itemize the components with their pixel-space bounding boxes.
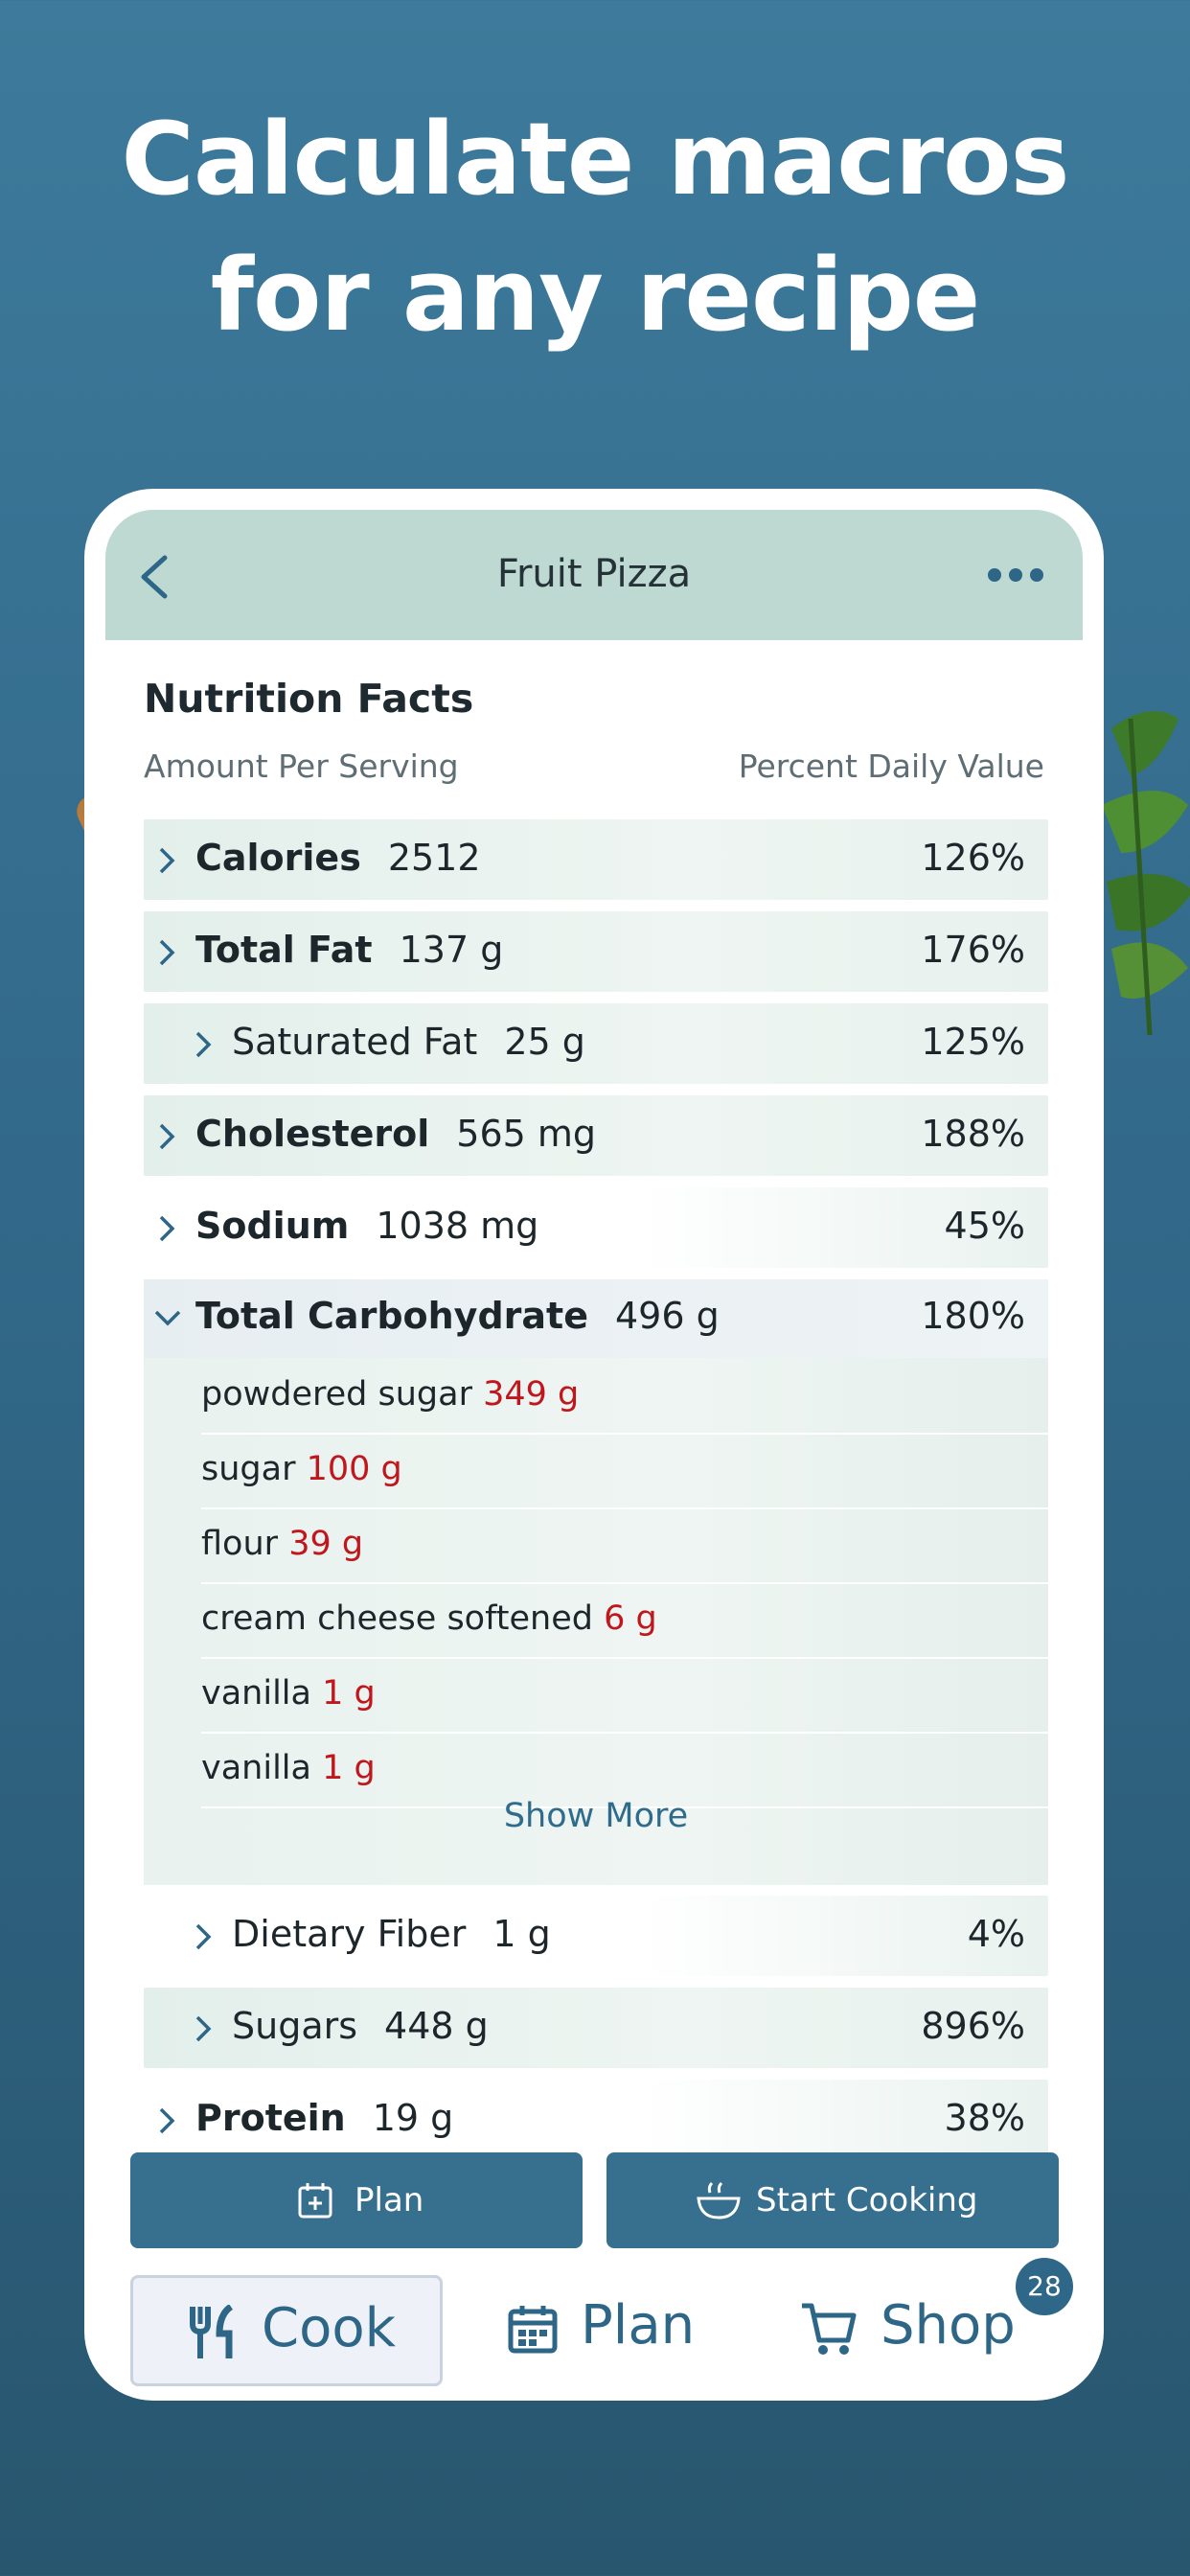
shopping-cart-icon — [802, 2303, 857, 2355]
chevron-right-icon — [159, 939, 175, 966]
chevron-right-icon — [159, 847, 175, 874]
nutrient-percent: 45% — [944, 1205, 1025, 1247]
nutrient-value: 1 g — [492, 1913, 551, 1955]
plan-button-label: Plan — [355, 2181, 424, 2220]
nutrient-value: 448 g — [384, 2005, 489, 2047]
start-cooking-button-label: Start Cooking — [756, 2181, 978, 2220]
chevron-right-icon — [195, 2015, 212, 2042]
ingredient-amount: 349 g — [483, 1375, 580, 1414]
nutrient-name: Sodium — [195, 1205, 350, 1247]
nutrient-percent: 126% — [921, 837, 1025, 879]
fork-knife-icon — [190, 2305, 234, 2358]
nutrient-percent: 180% — [921, 1295, 1025, 1337]
chevron-right-icon — [159, 1123, 175, 1150]
nutrient-value: 496 g — [614, 1295, 720, 1337]
headline-line-1: Calculate macros — [121, 101, 1070, 218]
nutrient-row-calories[interactable]: Calories 2512 126% — [144, 819, 1048, 900]
tab-cook-label: Cook — [262, 2297, 397, 2359]
phone-screen: Fruit Pizza Nutrition Facts Amount Per S… — [84, 489, 1104, 2401]
ingredient-name: vanilla — [201, 1674, 311, 1713]
recipe-title: Fruit Pizza — [496, 552, 692, 596]
nutrient-row-sugars[interactable]: Sugars 448 g 896% — [144, 1988, 1048, 2068]
nutrient-name: Total Carbohydrate — [195, 1295, 588, 1337]
chevron-right-icon — [195, 1923, 212, 1950]
ingredient-name: powdered sugar — [201, 1375, 472, 1414]
nutrient-row-cholesterol[interactable]: Cholesterol 565 mg 188% — [144, 1095, 1048, 1176]
nutrition-facts-title: Nutrition Facts — [144, 676, 474, 722]
nutrient-row-sodium[interactable]: Sodium 1038 mg 45% — [144, 1187, 1048, 1268]
chevron-right-icon — [159, 2107, 175, 2134]
ingredient-name: sugar — [201, 1450, 296, 1488]
carbohydrate-breakdown: Total Carbohydrate 496 g 180% powdered su… — [144, 1279, 1048, 1885]
nutrient-percent: 4% — [967, 1913, 1025, 1955]
nutrient-percent: 38% — [944, 2097, 1025, 2139]
tab-plan-label: Plan — [581, 2294, 696, 2357]
ingredient-amount: 100 g — [306, 1450, 402, 1488]
ingredient-amount: 6 g — [604, 1599, 657, 1638]
nutrient-percent: 896% — [921, 2005, 1025, 2047]
nutrient-name: Cholesterol — [195, 1113, 430, 1155]
nutrient-value: 2512 — [387, 837, 481, 879]
cooking-pot-icon — [697, 2181, 741, 2220]
nutrient-value: 25 g — [504, 1021, 585, 1063]
nutrient-name: Sugars — [232, 2005, 358, 2047]
nutrient-name: Saturated Fat — [232, 1021, 478, 1063]
promo-headline: Calculate macros for any recipe — [0, 91, 1190, 363]
plan-button[interactable]: Plan — [130, 2152, 583, 2248]
calendar-icon — [508, 2306, 558, 2354]
recipe-navbar: Fruit Pizza — [105, 510, 1083, 640]
ingredient-name: flour — [201, 1525, 279, 1563]
nutrient-row-protein[interactable]: Protein 19 g 38% — [144, 2080, 1048, 2160]
show-more-link[interactable]: Show More — [503, 1797, 689, 1835]
tab-plan[interactable]: Plan — [508, 2275, 747, 2380]
calendar-add-icon — [298, 2183, 332, 2219]
tab-shop[interactable]: Shop — [800, 2275, 1030, 2380]
nutrient-row-dietary-fiber[interactable]: Dietary Fiber 1 g 4% — [144, 1896, 1048, 1976]
ingredient-amount: 1 g — [322, 1674, 376, 1713]
more-options-icon[interactable] — [987, 565, 1044, 585]
amount-per-serving-label: Amount Per Serving — [144, 748, 459, 785]
tab-shop-label: Shop — [881, 2294, 1016, 2357]
headline-line-2: for any recipe — [210, 237, 981, 354]
nutrient-row-total-fat[interactable]: Total Fat 137 g 176% — [144, 911, 1048, 992]
nutrient-name: Protein — [195, 2097, 346, 2139]
percent-daily-value-label: Percent Daily Value — [738, 748, 1044, 785]
ingredient-amount: 1 g — [322, 1749, 376, 1787]
shop-count-badge: 28 — [1016, 2258, 1073, 2315]
ingredient-row: cream cheese softened 6 g — [201, 1582, 1048, 1659]
herb-decoration — [1102, 711, 1190, 1036]
tab-cook[interactable]: Cook — [130, 2275, 443, 2386]
nutrient-value: 565 mg — [456, 1113, 597, 1155]
ingredient-row: flour 39 g — [201, 1507, 1048, 1584]
chevron-right-icon — [195, 1031, 212, 1058]
nutrient-percent: 176% — [921, 929, 1025, 971]
nutrient-row-saturated-fat[interactable]: Saturated Fat 25 g 125% — [144, 1003, 1048, 1084]
nutrient-name: Calories — [195, 837, 361, 879]
nutrient-percent: 125% — [921, 1021, 1025, 1063]
nutrient-value: 19 g — [372, 2097, 454, 2139]
ingredient-row: powdered sugar 349 g — [201, 1358, 1048, 1435]
ingredient-row: vanilla 1 g — [201, 1732, 1048, 1808]
nutrient-name: Dietary Fiber — [232, 1913, 467, 1955]
back-chevron-icon[interactable] — [136, 554, 174, 600]
nutrient-name: Total Fat — [195, 929, 373, 971]
ingredient-name: vanilla — [201, 1749, 311, 1787]
ingredient-name: cream cheese softened — [201, 1599, 593, 1638]
ingredient-amount: 39 g — [288, 1525, 364, 1563]
nutrient-value: 137 g — [399, 929, 504, 971]
ingredient-row: vanilla 1 g — [201, 1657, 1048, 1734]
nutrient-row-total-carbohydrate[interactable]: Total Carbohydrate 496 g 180% — [144, 1279, 1048, 1358]
chevron-down-icon — [154, 1310, 181, 1326]
nutrient-percent: 188% — [921, 1113, 1025, 1155]
start-cooking-button[interactable]: Start Cooking — [606, 2152, 1059, 2248]
nutrient-value: 1038 mg — [376, 1205, 539, 1247]
ingredient-row: sugar 100 g — [201, 1433, 1048, 1509]
chevron-right-icon — [159, 1215, 175, 1242]
